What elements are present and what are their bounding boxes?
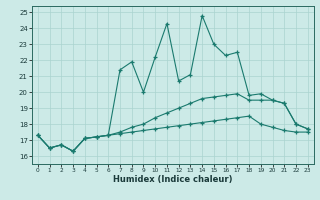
X-axis label: Humidex (Indice chaleur): Humidex (Indice chaleur) xyxy=(113,175,233,184)
